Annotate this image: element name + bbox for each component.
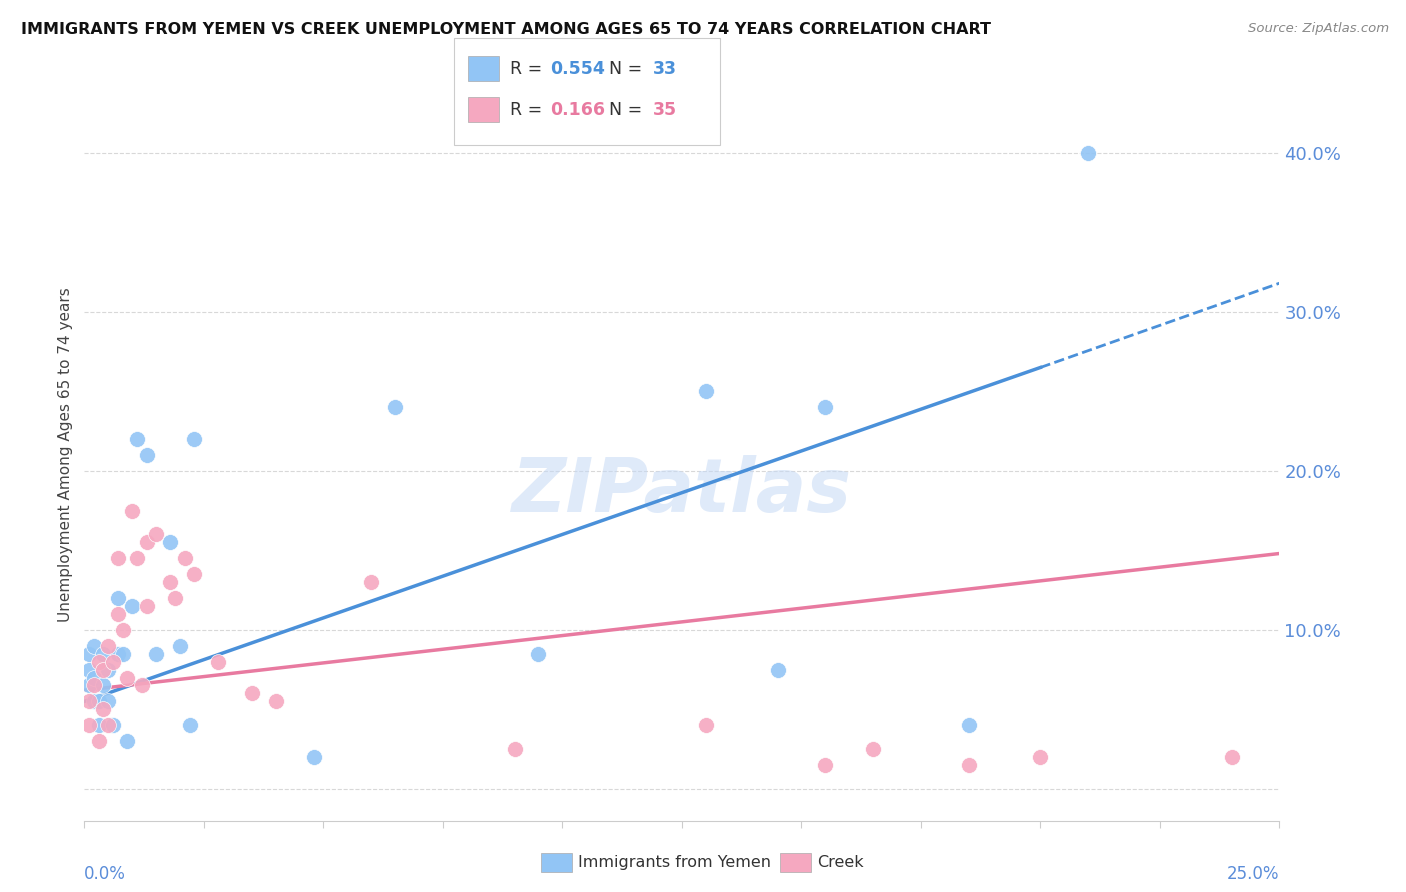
Text: Source: ZipAtlas.com: Source: ZipAtlas.com bbox=[1249, 22, 1389, 36]
Point bbox=[240, 686, 263, 700]
Point bbox=[97, 663, 120, 677]
Point bbox=[1077, 145, 1099, 160]
Point bbox=[503, 742, 526, 756]
Point bbox=[111, 647, 134, 661]
Text: 0.166: 0.166 bbox=[550, 101, 605, 119]
Point bbox=[145, 527, 167, 541]
Text: IMMIGRANTS FROM YEMEN VS CREEK UNEMPLOYMENT AMONG AGES 65 TO 74 YEARS CORRELATIO: IMMIGRANTS FROM YEMEN VS CREEK UNEMPLOYM… bbox=[21, 22, 991, 37]
Point bbox=[83, 639, 105, 653]
Point bbox=[111, 623, 134, 637]
Text: 33: 33 bbox=[652, 60, 676, 78]
Point bbox=[77, 694, 100, 708]
Point bbox=[384, 401, 406, 415]
Point bbox=[145, 647, 167, 661]
Point bbox=[77, 647, 100, 661]
Text: 0.0%: 0.0% bbox=[84, 865, 127, 883]
Point bbox=[83, 694, 105, 708]
Y-axis label: Unemployment Among Ages 65 to 74 years: Unemployment Among Ages 65 to 74 years bbox=[58, 287, 73, 623]
Point bbox=[131, 678, 153, 692]
Point bbox=[173, 551, 195, 566]
Point bbox=[527, 647, 550, 661]
Point bbox=[1220, 750, 1243, 764]
Text: Immigrants from Yemen: Immigrants from Yemen bbox=[578, 855, 770, 870]
Point bbox=[135, 599, 157, 613]
Point bbox=[121, 503, 143, 517]
Point bbox=[107, 551, 129, 566]
Point bbox=[117, 671, 139, 685]
Text: 25.0%: 25.0% bbox=[1227, 865, 1279, 883]
Point bbox=[87, 694, 110, 708]
Text: N =: N = bbox=[598, 101, 647, 119]
Point bbox=[77, 718, 100, 732]
Text: ZIPatlas: ZIPatlas bbox=[512, 455, 852, 528]
Point bbox=[97, 718, 120, 732]
Text: R =: R = bbox=[510, 101, 548, 119]
Point bbox=[97, 694, 120, 708]
Point bbox=[93, 663, 115, 677]
Point bbox=[87, 734, 110, 748]
Point bbox=[957, 758, 980, 772]
Point bbox=[121, 599, 143, 613]
Point bbox=[83, 678, 105, 692]
Point bbox=[93, 702, 115, 716]
Point bbox=[107, 647, 129, 661]
Text: R =: R = bbox=[510, 60, 548, 78]
Point bbox=[814, 401, 837, 415]
Point bbox=[117, 734, 139, 748]
Point bbox=[302, 750, 325, 764]
Point bbox=[101, 655, 124, 669]
Point bbox=[165, 591, 187, 605]
Text: N =: N = bbox=[598, 60, 647, 78]
Text: 35: 35 bbox=[652, 101, 676, 119]
Point bbox=[101, 718, 124, 732]
Point bbox=[83, 671, 105, 685]
Point bbox=[97, 639, 120, 653]
Point bbox=[135, 535, 157, 549]
Point bbox=[695, 384, 717, 399]
Point bbox=[766, 663, 789, 677]
Point bbox=[159, 535, 181, 549]
Point bbox=[93, 647, 115, 661]
Point bbox=[264, 694, 287, 708]
Point bbox=[125, 432, 148, 446]
Point bbox=[1029, 750, 1052, 764]
Point bbox=[135, 448, 157, 462]
Point bbox=[87, 718, 110, 732]
Point bbox=[179, 718, 201, 732]
Point bbox=[77, 663, 100, 677]
Point bbox=[107, 591, 129, 605]
Point bbox=[862, 742, 884, 756]
Point bbox=[207, 655, 229, 669]
Point bbox=[125, 551, 148, 566]
Point bbox=[695, 718, 717, 732]
Point bbox=[360, 575, 382, 590]
Point bbox=[814, 758, 837, 772]
Point bbox=[87, 655, 110, 669]
Text: 0.554: 0.554 bbox=[550, 60, 605, 78]
Text: Creek: Creek bbox=[817, 855, 863, 870]
Point bbox=[159, 575, 181, 590]
Point bbox=[93, 678, 115, 692]
Point bbox=[169, 639, 191, 653]
Point bbox=[957, 718, 980, 732]
Point bbox=[183, 432, 205, 446]
Point bbox=[183, 567, 205, 582]
Point bbox=[107, 607, 129, 621]
Point bbox=[77, 678, 100, 692]
